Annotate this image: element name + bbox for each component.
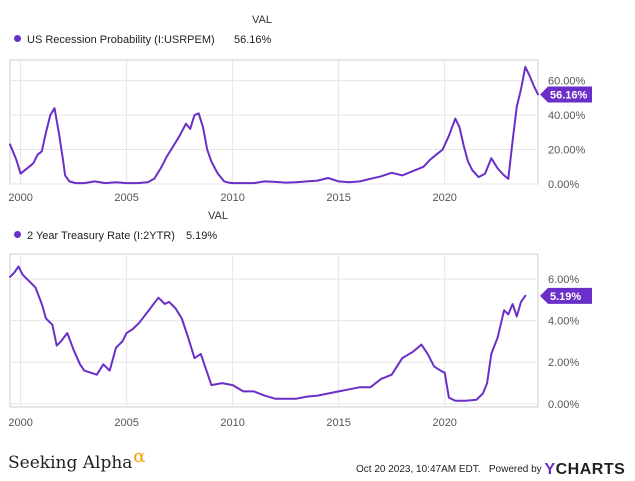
timestamp: Oct 20 2023, 10:47AM EDT.	[356, 464, 481, 475]
x-tick-label: 2000	[8, 417, 32, 429]
y-tick-label: 40.00%	[548, 110, 586, 122]
legend-dot	[14, 231, 21, 238]
legend-series-value: 56.16%	[234, 34, 272, 46]
y-tick-label: 60.00%	[548, 76, 586, 88]
y-tick-label: 0.00%	[548, 399, 579, 411]
x-tick-label: 2015	[326, 192, 350, 204]
y-tick-label: 20.00%	[548, 145, 586, 157]
x-tick-label: 2000	[8, 192, 32, 204]
powered-by-label: Powered by	[488, 464, 542, 475]
legend-val-header: VAL	[208, 210, 228, 222]
plot-frame	[9, 253, 539, 408]
y-tick-label: 6.00%	[548, 274, 579, 286]
legend-series-name: US Recession Probability (I:USRPEM)	[27, 34, 215, 46]
x-tick-label: 2005	[114, 417, 138, 429]
legend-dot	[14, 35, 21, 42]
legend-val-header: VAL	[252, 14, 272, 26]
x-tick-label: 2020	[432, 417, 456, 429]
x-tick-label: 2010	[220, 417, 244, 429]
x-tick-label: 2015	[326, 417, 350, 429]
end-value-label: 5.19%	[550, 291, 581, 303]
series-line	[9, 265, 527, 402]
end-value-badge	[540, 86, 592, 103]
seeking-alpha-logo: Seeking Alphaα	[8, 446, 146, 473]
brand-name: Seeking Alpha	[8, 453, 133, 473]
plot-frame	[9, 59, 539, 185]
end-value-label: 56.16%	[550, 89, 588, 101]
end-value-badge	[540, 287, 592, 304]
ycharts-logo: YCHARTS	[544, 461, 626, 478]
legend-treasury: VAL 2 Year Treasury Rate (I:2YTR) 5.19%	[8, 210, 288, 246]
legend-series-value: 5.19%	[186, 230, 218, 242]
x-tick-label: 2020	[432, 192, 456, 204]
x-tick-label: 2010	[220, 192, 244, 204]
footer-attribution: Oct 20 2023, 10:47AM EDT. Powered by YCH…	[356, 461, 625, 479]
series-line	[9, 65, 539, 185]
alpha-mark: α	[133, 446, 146, 467]
y-tick-label: 4.00%	[548, 316, 579, 328]
y-tick-label: 0.00%	[548, 179, 579, 191]
y-tick-label: 2.00%	[548, 357, 579, 369]
legend-series-name: 2 Year Treasury Rate (I:2YTR)	[27, 230, 175, 242]
legend-recession: VAL US Recession Probability (I:USRPEM) …	[8, 14, 288, 50]
x-tick-label: 2005	[114, 192, 138, 204]
